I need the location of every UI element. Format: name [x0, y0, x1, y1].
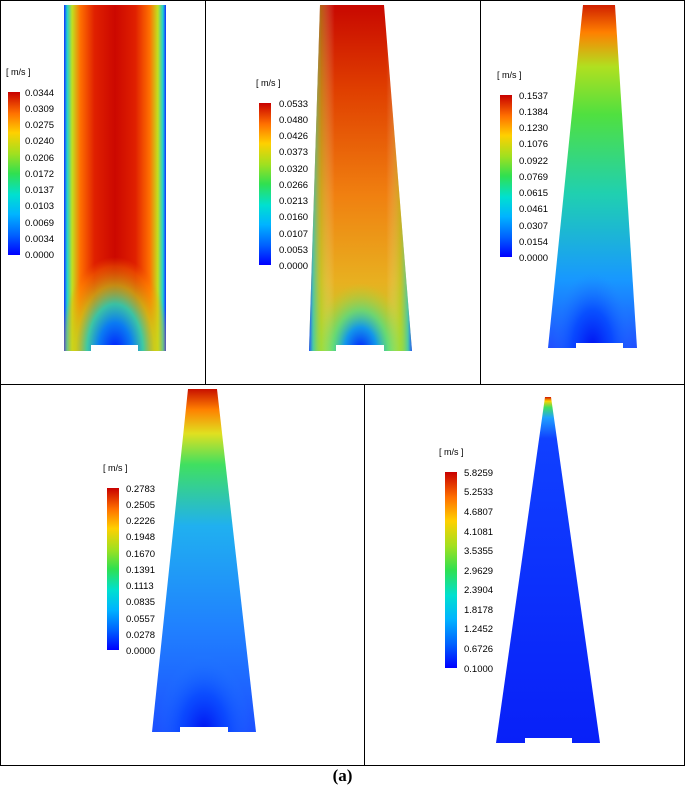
panel-4-tick: 0.0278: [126, 630, 155, 641]
panel-1-legend: [ m/s ] 0.0344 0.0309 0.0275 0.0240 0.02…: [6, 67, 54, 261]
panel-5-tick: 3.5355: [464, 546, 493, 557]
panel-2-tick: 0.0266: [279, 180, 308, 191]
panel-5-colorbar: [445, 472, 457, 668]
panel-2-tick: 0.0373: [279, 147, 308, 158]
panel-4-tick: 0.1113: [126, 581, 154, 592]
panel-2-tick: 0.0053: [279, 245, 308, 256]
panel-3-tick: 0.1076: [519, 139, 548, 150]
panel-4-tick: 0.1391: [126, 565, 155, 576]
panel-3-tick: 0.1384: [519, 107, 548, 118]
panel-5-tick: 5.8259: [464, 468, 493, 479]
panel-3-tick: 0.0615: [519, 188, 548, 199]
panel-5-tick: 5.2533: [464, 487, 493, 498]
panel-4-legend: [ m/s ] 0.2783 0.2505 0.2226 0.1948 0.16…: [103, 463, 155, 657]
panel-4-tick: 0.2505: [126, 500, 155, 511]
panel-3-tick: 0.1537: [519, 91, 548, 102]
panel-5-legend: [ m/s ] 5.8259 5.2533 4.6807 4.1081 3.53…: [439, 447, 493, 675]
panel-4-tick: 0.1670: [126, 549, 155, 560]
panel-4-tick: 0.0557: [126, 614, 155, 625]
panel-4-tick: 0.2783: [126, 484, 155, 495]
panel-5-tick: 2.3904: [464, 585, 493, 596]
panel-2-unit-label: [ m/s ]: [256, 78, 281, 88]
panel-1-tick: 0.0034: [25, 234, 54, 245]
panel-5-tick: 1.8178: [464, 605, 493, 616]
panel-5-ticks: 5.8259 5.2533 4.6807 4.1081 3.5355 2.962…: [464, 468, 493, 675]
panel-2: [ m/s ] 0.0533 0.0480 0.0426 0.0373 0.03…: [256, 5, 412, 351]
panel-2-tick: 0.0000: [279, 261, 308, 272]
panel-3-tick: 0.0307: [519, 221, 548, 232]
panel-1-tick: 0.0103: [25, 201, 54, 212]
panel-1-tick: 0.0172: [25, 169, 54, 180]
panel-4-unit-label: [ m/s ]: [103, 463, 128, 473]
panel-3: [ m/s ] 0.1537 0.1384 0.1230 0.1076 0.09…: [497, 5, 637, 349]
panel-2-legend: [ m/s ] 0.0533 0.0480 0.0426 0.0373 0.03…: [256, 78, 308, 272]
panel-1-tick: 0.0240: [25, 136, 54, 147]
panel-2-colorbar: [259, 103, 271, 265]
panel-1-tick: 0.0344: [25, 88, 54, 99]
panel-1-tick: 0.0309: [25, 104, 54, 115]
panel-3-tick: 0.0154: [519, 237, 548, 248]
figure-caption: (a): [332, 766, 353, 785]
panel-1-contour: [64, 5, 166, 351]
panel-3-tick: 0.0922: [519, 156, 548, 167]
panel-5-tick: 0.6726: [464, 644, 493, 655]
panel-4-tick: 0.2226: [126, 516, 155, 527]
panel-1-ticks: 0.0344 0.0309 0.0275 0.0240 0.0206 0.017…: [25, 88, 54, 261]
panel-3-legend: [ m/s ] 0.1537 0.1384 0.1230 0.1076 0.09…: [497, 70, 548, 264]
panel-5-inlet: [525, 738, 572, 744]
panel-2-tick: 0.0320: [279, 164, 308, 175]
panel-3-contour: [548, 5, 637, 349]
panel-5-tick: 0.1000: [464, 664, 493, 675]
panel-3-tick: 0.0000: [519, 253, 548, 264]
panel-2-inlet: [336, 345, 384, 351]
panel-1-inlet: [91, 345, 138, 351]
panel-3-ticks: 0.1537 0.1384 0.1230 0.1076 0.0922 0.076…: [519, 91, 548, 264]
panel-2-tick: 0.0533: [279, 99, 308, 110]
panel-1-tick: 0.0069: [25, 218, 54, 229]
panel-2-tick: 0.0426: [279, 131, 308, 142]
panel-4-inlet: [180, 727, 228, 733]
panel-3-tick: 0.0461: [519, 204, 548, 215]
panel-3-unit-label: [ m/s ]: [497, 70, 522, 80]
panel-1-tick: 0.0137: [25, 185, 54, 196]
panel-5-tick: 4.6807: [464, 507, 493, 518]
panel-4-tick: 0.0000: [126, 646, 155, 657]
panel-5-unit-label: [ m/s ]: [439, 447, 464, 457]
panel-5-contour: [496, 397, 600, 744]
panel-3-colorbar: [500, 95, 512, 257]
panel-1-tick: 0.0206: [25, 153, 54, 164]
panel-2-ticks: 0.0533 0.0480 0.0426 0.0373 0.0320 0.026…: [279, 99, 308, 272]
panel-2-tick: 0.0160: [279, 212, 308, 223]
panel-1-tick: 0.0275: [25, 120, 54, 131]
panel-2-tick: 0.0107: [279, 229, 308, 240]
panel-2-tick: 0.0480: [279, 115, 308, 126]
panel-4-colorbar: [107, 488, 119, 650]
panel-3-tick: 0.1230: [519, 123, 548, 134]
panel-3-inlet: [576, 343, 623, 349]
panel-4-contour: [152, 389, 256, 733]
panel-2-tick: 0.0213: [279, 196, 308, 207]
panel-4-ticks: 0.2783 0.2505 0.2226 0.1948 0.1670 0.139…: [126, 484, 155, 657]
panel-3-tick: 0.0769: [519, 172, 548, 183]
panel-5-tick: 1.2452: [464, 624, 493, 635]
panel-4-tick: 0.1948: [126, 532, 155, 543]
panel-2-contour: [309, 5, 412, 351]
panel-4: [ m/s ] 0.2783 0.2505 0.2226 0.1948 0.16…: [103, 389, 256, 733]
panel-1-colorbar: [8, 92, 20, 255]
panel-4-tick: 0.0835: [126, 597, 155, 608]
panel-5: [ m/s ] 5.8259 5.2533 4.6807 4.1081 3.53…: [439, 397, 600, 744]
panel-1: [ m/s ] 0.0344 0.0309 0.0275 0.0240 0.02…: [6, 5, 166, 351]
panel-5-tick: 4.1081: [464, 527, 493, 538]
panel-1-unit-label: [ m/s ]: [6, 67, 31, 77]
panel-5-tick: 2.9629: [464, 566, 493, 577]
panel-1-tick: 0.0000: [25, 250, 54, 261]
